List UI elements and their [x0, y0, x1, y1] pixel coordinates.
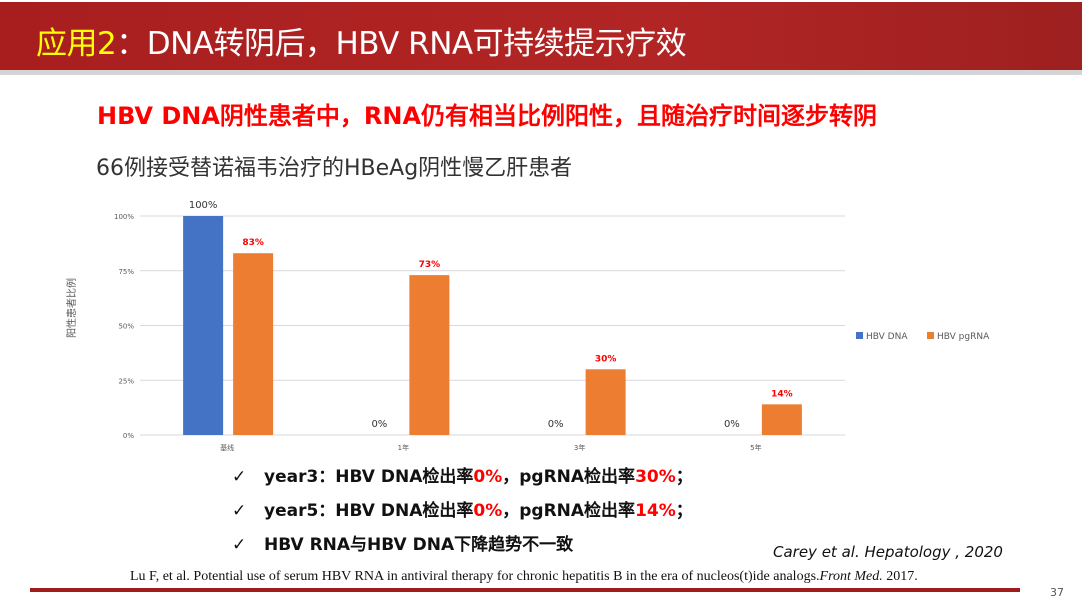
bullet-text: ，pgRNA检出率 [502, 501, 636, 521]
bullet-text: ； [675, 501, 693, 521]
bar-hbv-pgrna [409, 275, 450, 435]
slide-heading: HBV DNA阴性患者中，RNA仍有相当比例阳性，且随治疗时间逐步转阴 [97, 102, 878, 130]
legend-swatch [927, 332, 934, 339]
bullet-text: ，pgRNA检出率 [502, 467, 636, 487]
chart-subtitle: 66例接受替诺福韦治疗的HBeAg阴性慢乙肝患者 [96, 156, 573, 181]
citation-reference: Lu F, et al. Potential use of serum HBV … [130, 569, 918, 585]
bullet-value: 14% [635, 501, 676, 521]
x-tick-label: 5年 [750, 443, 761, 452]
data-label: 30% [595, 354, 617, 364]
data-label: 14% [771, 389, 793, 399]
y-tick-label: 50% [118, 323, 134, 331]
data-label: 83% [242, 238, 264, 248]
bullet-list: ✓ year3：HBV DNA检出率0%，pgRNA检出率30%； ✓ year5：… [232, 462, 693, 564]
title-bar [0, 2, 1082, 70]
footer-line [30, 588, 1020, 592]
citation-year: 2017. [882, 569, 918, 584]
legend-label: HBV pgRNA [937, 332, 990, 342]
y-tick-label: 25% [118, 377, 134, 385]
slide-title: 应用2：DNA转阴后，HBV RNA可持续提示疗效 [36, 18, 687, 63]
bullet-text: ； [675, 467, 693, 487]
bullet-item: ✓ HBV RNA与HBV DNA下降趋势不一致 [232, 530, 693, 564]
check-icon: ✓ [232, 467, 247, 487]
bullet-text: HBV RNA与HBV DNA下降趋势不一致 [264, 535, 574, 555]
bullet-item: ✓ year5：HBV DNA检出率0%，pgRNA检出率14%； [232, 496, 693, 530]
page-number: 37 [1050, 586, 1064, 599]
data-label: 0% [548, 419, 564, 430]
y-tick-label: 100% [114, 213, 134, 221]
x-tick-label: 1年 [398, 443, 409, 452]
legend-swatch [856, 332, 863, 339]
check-icon: ✓ [232, 535, 247, 555]
citation-text: Lu F, et al. Potential use of serum HBV … [130, 569, 820, 584]
bar-hbv-pgrna [585, 369, 626, 435]
bullet-text: year3：HBV DNA检出率 [264, 467, 474, 487]
bullet-value: 0% [473, 501, 503, 521]
bar-hbv-dna [183, 216, 224, 435]
data-label: 73% [419, 260, 441, 270]
title-highlight: 应用2 [36, 26, 117, 62]
check-icon: ✓ [232, 501, 247, 521]
title-bar-divider [0, 70, 1082, 75]
data-label: 100% [189, 200, 218, 211]
title-text: ：DNA转阴后，HBV RNA可持续提示疗效 [116, 26, 687, 62]
data-label: 0% [371, 419, 387, 430]
y-tick-label: 75% [118, 268, 134, 276]
bullet-text: year5：HBV DNA检出率 [264, 501, 474, 521]
citation-main: Carey et al. Hepatology , 2020 [773, 543, 1003, 561]
legend-label: HBV DNA [866, 332, 908, 342]
y-tick-label: 0% [123, 432, 134, 440]
data-label: 0% [724, 419, 740, 430]
bar-hbv-pgrna [233, 253, 274, 435]
x-tick-label: 3年 [574, 443, 585, 452]
bullet-value: 30% [635, 467, 676, 487]
x-tick-label: 基线 [220, 443, 234, 452]
citation-journal: Front Med. [819, 569, 883, 584]
bullet-value: 0% [473, 467, 503, 487]
y-axis-label: 阳性患者比例 [65, 278, 78, 338]
bullet-item: ✓ year3：HBV DNA检出率0%，pgRNA检出率30%； [232, 462, 693, 496]
bar-hbv-pgrna [761, 404, 802, 435]
